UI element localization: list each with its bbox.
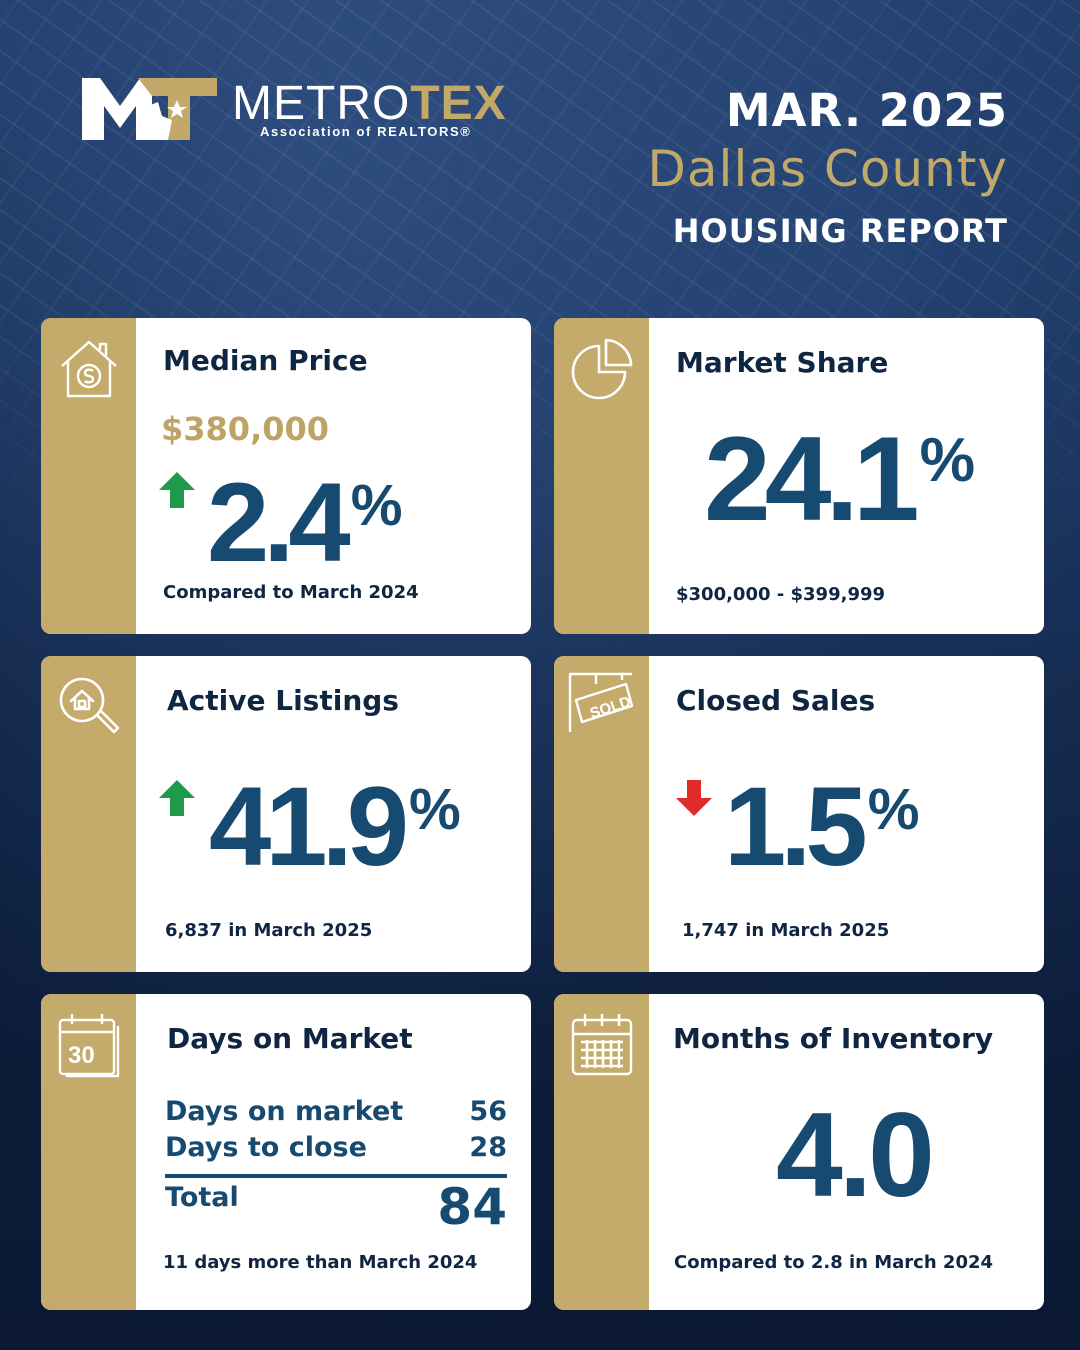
metrotex-logo: METROTEX Association of REALTORS® — [82, 76, 522, 142]
active-listings-note: 6,837 in March 2025 — [165, 920, 373, 941]
calendar-30-icon: 30 — [58, 1014, 120, 1078]
report-title: HOUSING REPORT — [672, 212, 1008, 250]
median-price-value: $380,000 — [161, 410, 330, 448]
market-share-value: 24.1% — [704, 412, 976, 546]
house-search-icon — [59, 677, 120, 734]
closed-sales-card: SOLD Closed Sales 1.5% 1,747 in March 20… — [554, 656, 1044, 972]
months-inventory-card: Months of Inventory 4.0 Compared to 2.8 … — [554, 994, 1044, 1310]
pie-chart-icon — [571, 338, 633, 400]
days-to-close-row: Days to close 28 — [165, 1132, 507, 1163]
closed-sales-note: 1,747 in March 2025 — [682, 920, 890, 941]
total-value: 84 — [437, 1178, 507, 1236]
total-label: Total — [165, 1182, 239, 1213]
up-arrow-icon — [159, 472, 195, 508]
days-on-market-note: 11 days more than March 2024 — [163, 1252, 478, 1273]
svg-text:30: 30 — [68, 1042, 95, 1069]
active-listings-card: Active Listings 41.9% 6,837 in March 202… — [41, 656, 531, 972]
median-price-change: 2.4% — [207, 460, 403, 585]
total-divider — [165, 1174, 507, 1178]
logo-wordmark: METROTEX — [232, 77, 507, 130]
sold-sign-icon: SOLD — [568, 672, 634, 732]
market-share-title: Market Share — [676, 346, 889, 379]
active-listings-change: 41.9% — [209, 764, 461, 889]
report-county: Dallas County — [647, 140, 1008, 198]
months-inventory-value: 4.0 — [776, 1088, 935, 1222]
card-accent-bar — [554, 318, 649, 634]
up-arrow-icon — [159, 780, 195, 816]
days-on-market-row: Days on market 56 — [165, 1096, 507, 1127]
logo-subtitle: Association of REALTORS® — [260, 124, 472, 139]
months-inventory-title: Months of Inventory — [673, 1022, 994, 1055]
card-accent-bar — [554, 994, 649, 1310]
days-on-market-title: Days on Market — [167, 1022, 413, 1055]
median-price-title: Median Price — [163, 344, 368, 377]
closed-sales-title: Closed Sales — [676, 684, 876, 717]
months-inventory-note: Compared to 2.8 in March 2024 — [674, 1252, 994, 1273]
market-share-card: Market Share 24.1% $300,000 - $399,999 — [554, 318, 1044, 634]
house-dollar-icon — [61, 340, 117, 398]
days-on-market-card: 30 Days on Market Days on market 56 Days… — [41, 994, 531, 1310]
card-accent-bar — [41, 994, 136, 1310]
median-price-card: Median Price $380,000 2.4% Compared to M… — [41, 318, 531, 634]
svg-text:SOLD: SOLD — [588, 693, 633, 722]
active-listings-title: Active Listings — [167, 684, 399, 717]
median-price-note: Compared to March 2024 — [163, 582, 419, 603]
closed-sales-change: 1.5% — [724, 764, 920, 889]
mt-logo-mark-icon — [82, 78, 217, 140]
report-month: MAR. 2025 — [725, 84, 1008, 137]
calendar-grid-icon — [571, 1014, 633, 1076]
down-arrow-icon — [676, 780, 712, 816]
market-share-note: $300,000 - $399,999 — [676, 584, 886, 605]
